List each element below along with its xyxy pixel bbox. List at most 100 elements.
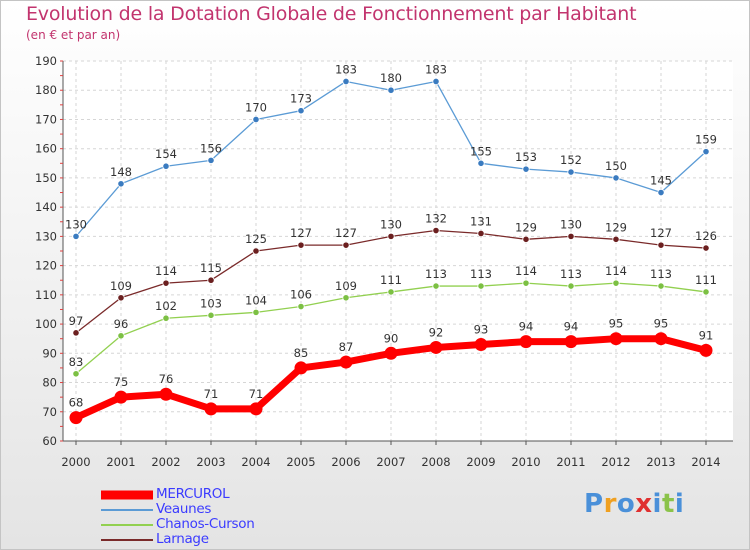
- y-tick-label: 120: [35, 259, 57, 273]
- data-label: 130: [560, 217, 582, 231]
- data-label: 96: [114, 317, 129, 331]
- legend-label: Larnage: [156, 531, 209, 547]
- data-point: [477, 159, 485, 167]
- y-tick-label: 190: [35, 54, 57, 68]
- data-point: [429, 340, 443, 354]
- data-label: 129: [605, 220, 627, 234]
- data-label: 91: [699, 328, 714, 342]
- data-point: [117, 294, 125, 302]
- data-label: 111: [695, 273, 717, 287]
- data-point: [339, 355, 353, 369]
- data-point: [654, 332, 668, 346]
- data-label: 170: [245, 100, 267, 114]
- data-point: [567, 282, 575, 290]
- data-point: [522, 279, 530, 287]
- data-label: 155: [470, 144, 492, 158]
- data-label: 156: [200, 141, 222, 155]
- x-tick-label: 2000: [61, 455, 90, 469]
- data-point: [159, 387, 173, 401]
- data-label: 183: [425, 62, 447, 76]
- data-point: [162, 162, 170, 170]
- logo-letter: t: [661, 489, 675, 519]
- data-point: [432, 226, 440, 235]
- logo-letter: x: [635, 489, 653, 519]
- data-point: [522, 165, 530, 173]
- data-point: [342, 294, 350, 302]
- legend-swatch: [101, 523, 153, 526]
- data-point: [477, 229, 485, 238]
- data-label: 71: [204, 387, 219, 401]
- data-point: [162, 314, 170, 322]
- data-point: [609, 332, 623, 346]
- data-label: 83: [69, 355, 84, 369]
- chart-title: Evolution de la Dotation Globale de Fonc…: [26, 3, 637, 25]
- y-tick-label: 160: [35, 142, 57, 156]
- data-label: 132: [425, 212, 447, 226]
- y-tick-label: 90: [42, 346, 57, 360]
- data-point: [342, 241, 350, 249]
- data-point: [297, 107, 305, 115]
- plot-area: [63, 61, 733, 441]
- data-label: 127: [290, 226, 312, 240]
- data-label: 93: [474, 323, 489, 337]
- x-tick-label: 2013: [646, 455, 675, 469]
- x-tick-label: 2010: [511, 455, 540, 469]
- data-label: 94: [564, 320, 579, 334]
- data-point: [477, 282, 485, 290]
- data-point: [387, 232, 395, 240]
- data-label: 127: [335, 226, 357, 240]
- data-point: [69, 411, 83, 425]
- x-tick-label: 2011: [556, 455, 585, 469]
- data-point: [474, 338, 488, 352]
- data-point: [252, 115, 260, 124]
- data-point: [702, 244, 710, 252]
- data-label: 130: [65, 217, 87, 231]
- data-point: [252, 308, 260, 316]
- data-point: [207, 311, 215, 319]
- data-point: [72, 370, 80, 378]
- data-label: 183: [335, 62, 357, 76]
- data-point: [207, 156, 215, 164]
- y-tick-label: 70: [42, 405, 57, 419]
- data-point: [612, 174, 620, 182]
- data-label: 150: [605, 159, 627, 173]
- data-label: 131: [470, 214, 492, 228]
- data-label: 95: [609, 317, 624, 331]
- data-label: 104: [245, 293, 267, 307]
- data-label: 113: [470, 267, 492, 281]
- data-label: 148: [110, 165, 132, 179]
- data-label: 71: [249, 387, 264, 401]
- data-point: [657, 282, 665, 290]
- data-point: [114, 390, 128, 404]
- data-point: [297, 241, 305, 249]
- data-point: [207, 276, 215, 284]
- data-label: 115: [200, 261, 222, 275]
- data-label: 90: [384, 331, 399, 345]
- data-point: [432, 77, 440, 86]
- data-label: 126: [695, 229, 717, 243]
- data-label: 145: [650, 174, 672, 188]
- data-point: [117, 180, 125, 188]
- x-tick-label: 2004: [241, 455, 270, 469]
- x-tick-label: 2009: [466, 455, 495, 469]
- data-point: [249, 402, 263, 416]
- data-label: 114: [515, 264, 537, 278]
- data-point: [612, 279, 620, 287]
- data-label: 106: [290, 288, 312, 302]
- data-label: 94: [519, 320, 534, 334]
- data-point: [162, 279, 170, 287]
- data-point: [567, 168, 575, 176]
- x-tick-label: 2014: [691, 455, 720, 469]
- data-point: [564, 335, 578, 349]
- data-label: 153: [515, 150, 537, 164]
- data-label: 113: [425, 267, 447, 281]
- data-label: 75: [114, 375, 129, 389]
- data-label: 111: [380, 273, 402, 287]
- legend-label: Veaunes: [156, 501, 212, 517]
- data-label: 152: [560, 153, 582, 167]
- x-tick-label: 2006: [331, 455, 360, 469]
- data-label: 125: [245, 232, 267, 246]
- data-label: 154: [155, 147, 177, 161]
- data-point: [204, 402, 218, 416]
- data-label: 68: [69, 396, 84, 410]
